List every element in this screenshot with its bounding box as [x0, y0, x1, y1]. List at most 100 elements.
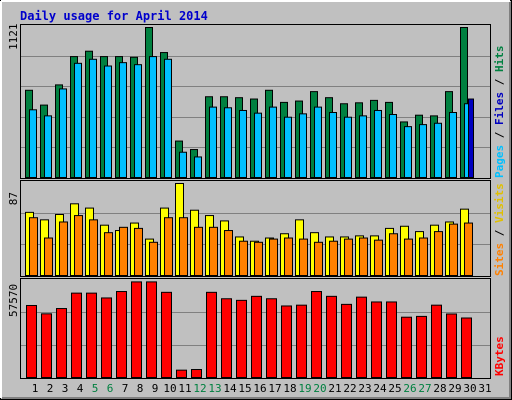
kbytes-bar [461, 317, 472, 378]
bars-visitors [25, 183, 473, 277]
day-label: 7 [122, 382, 129, 395]
kbytes-bar [176, 369, 187, 378]
day-label: 3 [62, 382, 69, 395]
sites-bar [149, 241, 158, 277]
kbytes-max-label: 57570 [7, 284, 20, 317]
kbytes-bar [161, 291, 172, 379]
day-label: 20 [313, 382, 326, 395]
sites-bar [194, 226, 203, 277]
day-label: 19 [298, 382, 311, 395]
bars-kbytes [26, 281, 472, 379]
kbytes-bar [116, 291, 127, 378]
kbytes-bar [26, 304, 37, 378]
kbytes-bar [371, 301, 382, 378]
legend-visits: Visits [493, 183, 506, 223]
sites-bar [284, 237, 293, 276]
day-label: 15 [238, 382, 251, 395]
kbytes-bar [221, 298, 232, 378]
sites-bar [134, 227, 143, 276]
sites-bar [254, 241, 263, 277]
day-label: 27 [418, 382, 431, 395]
files-bar [104, 65, 112, 178]
files-bar [44, 115, 52, 178]
legend-sep-2: / [493, 72, 506, 92]
pages-bar [468, 98, 474, 178]
day-label: 22 [343, 382, 356, 395]
day-label: 26 [403, 382, 416, 395]
day-label: 12 [193, 382, 206, 395]
day-label: 16 [253, 382, 266, 395]
usage-legend: Pages / Files / Hits [493, 46, 506, 179]
legend-kbytes: KBytes [493, 336, 506, 376]
files-bar [404, 126, 412, 178]
day-label: 24 [373, 382, 387, 395]
visitors-max-label: 87 [7, 192, 20, 205]
usage-max-label: 1121 [7, 24, 20, 51]
day-label: 10 [163, 382, 176, 395]
day-label: 18 [283, 382, 296, 395]
sites-bar [209, 226, 218, 277]
files-bar [419, 124, 427, 178]
sites-bar [224, 230, 233, 277]
files-bar [389, 114, 397, 179]
day-label: 23 [358, 382, 371, 395]
legend-pages: Pages [493, 145, 506, 178]
kbytes-bar [356, 296, 367, 378]
legend-sep-1: / [493, 125, 506, 145]
day-label: 31 [478, 382, 491, 395]
sites-bar [74, 215, 83, 277]
sites-bar [419, 237, 428, 276]
kbytes-bar [251, 295, 262, 379]
kbytes-bar [311, 291, 322, 378]
kbytes-bar [446, 313, 457, 378]
files-bar [344, 116, 352, 179]
sites-bar [179, 217, 188, 276]
day-label: 1 [32, 382, 39, 395]
files-bar [59, 88, 67, 178]
files-bar [449, 111, 457, 178]
sites-bar [359, 237, 368, 276]
sites-bar [374, 239, 383, 276]
kbytes-bar [56, 308, 67, 379]
kbytes-bar [296, 304, 307, 378]
day-label: 14 [223, 382, 237, 395]
kbytes-bar [71, 292, 82, 379]
visitors-legend: Sites / Visits [493, 183, 506, 276]
files-bar [149, 56, 157, 178]
kbytes-bar [416, 315, 427, 378]
day-label: 11 [178, 382, 191, 395]
sites-bar [434, 231, 443, 277]
day-label: 9 [152, 382, 159, 395]
sites-bar [239, 240, 248, 276]
files-bar [329, 111, 337, 178]
day-label: 8 [137, 382, 144, 395]
sites-bar [104, 232, 113, 276]
chart-title: Daily usage for April 2014 [20, 9, 208, 23]
files-bar [134, 64, 142, 178]
kbytes-bar [386, 301, 397, 378]
sites-bar [59, 221, 68, 276]
kbytes-bar [326, 295, 337, 379]
kbytes-bar [431, 304, 442, 378]
kbytes-bar [191, 369, 202, 378]
kbytes-bar [131, 281, 142, 379]
files-bar [29, 109, 37, 178]
files-bar [209, 106, 217, 178]
kbytes-bar [266, 298, 277, 378]
sites-bar [44, 237, 53, 276]
files-bar [119, 62, 127, 178]
files-bar [74, 62, 82, 179]
kbytes-bar [86, 292, 97, 379]
day-label: 17 [268, 382, 281, 395]
day-label: 29 [448, 382, 461, 395]
kbytes-bar [206, 291, 217, 379]
files-bar [314, 106, 322, 178]
sites-bar [329, 240, 338, 276]
sites-bar [389, 233, 398, 276]
legend-files: Files [493, 92, 506, 125]
kbytes-bar [101, 297, 112, 378]
files-bar [434, 122, 442, 178]
kbytes-bar [281, 305, 292, 379]
